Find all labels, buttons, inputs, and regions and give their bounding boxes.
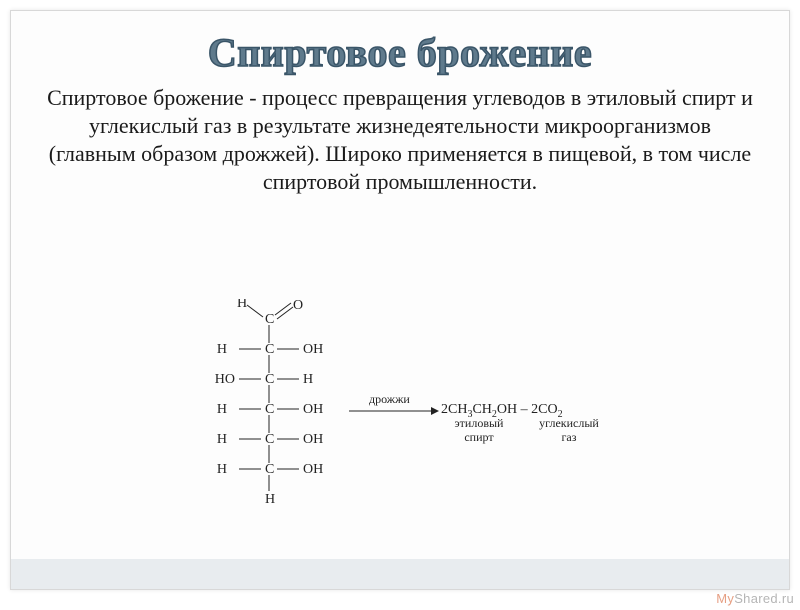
slide-title: Спиртовое брожение — [11, 11, 789, 76]
atom-c1-h: H — [237, 299, 247, 311]
bond-c1-o-b — [277, 307, 293, 319]
atom-c3: C — [265, 372, 274, 387]
watermark-prefix: My — [716, 591, 734, 606]
bond-c1-o-a — [275, 303, 291, 315]
atom-c2-l: H — [217, 342, 227, 357]
diagram-svg: C H O C H OH C HO H C H OH C — [179, 299, 609, 549]
atom-c1-o: O — [293, 299, 303, 313]
watermark: MyShared.ru — [716, 591, 794, 606]
watermark-suffix: Shared — [734, 591, 778, 606]
atom-c2: C — [265, 342, 274, 357]
atom-c5: C — [265, 432, 274, 447]
footer-bar — [11, 559, 789, 589]
atom-c6-r: OH — [303, 462, 323, 477]
atom-c4: C — [265, 402, 274, 417]
chemical-diagram: C H O C H OH C HO H C H OH C — [179, 299, 609, 549]
reaction-arrow-head — [431, 407, 439, 415]
slide-description: Спиртовое брожение - процесс превращения… — [11, 76, 789, 197]
atom-c5-l: H — [217, 432, 227, 447]
atom-c6-l: H — [217, 462, 227, 477]
label-ethanol-1: этиловый — [455, 416, 505, 430]
atom-c3-r: H — [303, 372, 313, 387]
atom-c3-l: HO — [215, 372, 235, 387]
label-ethanol-2: спирт — [464, 430, 494, 444]
atom-c6: C — [265, 462, 274, 477]
label-co2-2: газ — [562, 430, 577, 444]
slide-container: Спиртовое брожение Спиртовое брожение - … — [10, 10, 790, 590]
atom-bottom-h: H — [265, 492, 275, 507]
atom-c4-r: OH — [303, 402, 323, 417]
arrow-label: дрожжи — [369, 392, 410, 406]
atom-c4-l: H — [217, 402, 227, 417]
bond-c1-h — [247, 305, 263, 317]
label-co2-1: углекислый — [539, 416, 599, 430]
atom-c2-r: OH — [303, 342, 323, 357]
atom-c5-r: OH — [303, 432, 323, 447]
atom-c1: C — [265, 312, 274, 327]
